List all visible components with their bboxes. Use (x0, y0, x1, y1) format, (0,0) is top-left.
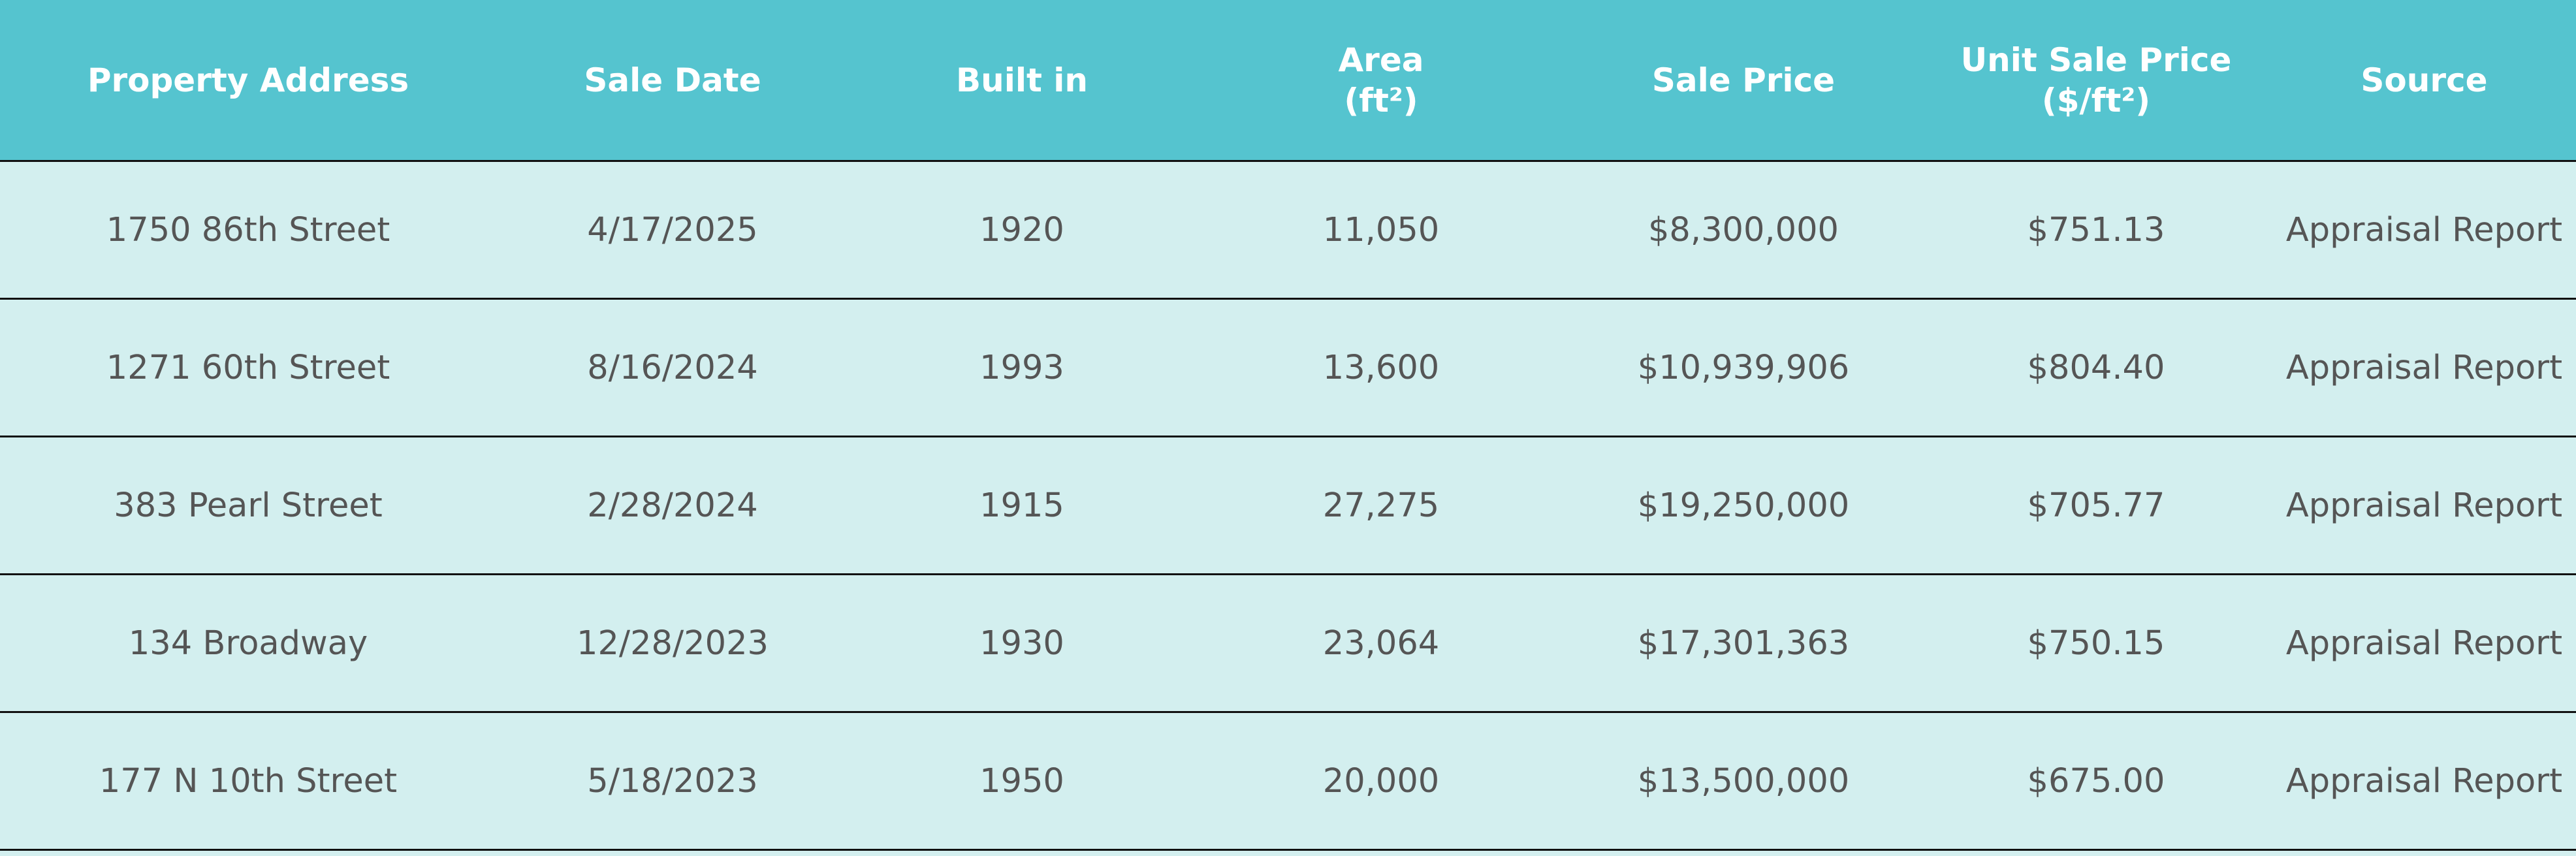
table-row: 134 Broadway 12/28/2023 1930 23,064 $17,… (0, 575, 2576, 713)
header-label: Source (2361, 61, 2488, 99)
header-source: Source (2272, 60, 2576, 101)
table-row: 1271 60th Street 8/16/2024 1993 13,600 $… (0, 300, 2576, 437)
cell-area: 13,600 (1322, 348, 1440, 387)
cell-built-in: 1930 (979, 624, 1064, 663)
cell-source: Appraisal Report (2285, 210, 2563, 249)
table-header-row: Property Address Sale Date Built in Area… (0, 0, 2576, 162)
cell-property-address: 177 N 10th Street (99, 761, 398, 801)
cell-sale-date: 12/28/2023 (577, 624, 769, 663)
header-label: Property Address (87, 61, 409, 99)
header-area: Area (ft²) (1195, 40, 1567, 121)
cell-sale-price: $13,500,000 (1637, 761, 1850, 801)
cell-built-in: 1915 (979, 486, 1064, 525)
cell-area: 20,000 (1322, 761, 1440, 801)
cell-built-in: 1920 (979, 210, 1064, 249)
header-unit-sale-price: Unit Sale Price ($/ft²) (1920, 40, 2272, 121)
cell-sale-price: $17,301,363 (1637, 624, 1850, 663)
cell-built-in: 1993 (979, 348, 1064, 387)
cell-area: 23,064 (1322, 624, 1440, 663)
cell-source: Appraisal Report (2285, 761, 2563, 801)
cell-sale-date: 8/16/2024 (587, 348, 758, 387)
cell-source: Appraisal Report (2285, 486, 2563, 525)
table-row: 1750 86th Street 4/17/2025 1920 11,050 $… (0, 162, 2576, 300)
header-sale-price: Sale Price (1567, 60, 1920, 101)
header-label: Sale Date (584, 61, 761, 99)
header-label: Area (1338, 40, 1424, 79)
cell-property-address: 383 Pearl Street (114, 486, 383, 525)
cell-property-address: 134 Broadway (128, 624, 368, 663)
cell-area: 27,275 (1322, 486, 1440, 525)
cell-source: Appraisal Report (2285, 348, 2563, 387)
cell-sale-price: $10,939,906 (1637, 348, 1850, 387)
cell-property-address: 1750 86th Street (106, 210, 390, 249)
cell-property-address: 1271 60th Street (106, 348, 390, 387)
cell-sale-date: 5/18/2023 (587, 761, 758, 801)
header-unit: (ft²) (1344, 81, 1418, 119)
cell-unit-sale-price: $705.77 (2027, 486, 2165, 525)
cell-sale-date: 4/17/2025 (587, 210, 758, 249)
table-row: 177 N 10th Street 5/18/2023 1950 20,000 … (0, 713, 2576, 851)
header-unit: ($/ft²) (2041, 81, 2151, 119)
header-label: Unit Sale Price (1960, 40, 2232, 79)
cell-unit-sale-price: $751.13 (2027, 210, 2165, 249)
header-label: Sale Price (1651, 61, 1836, 99)
header-property-address: Property Address (0, 60, 496, 101)
cell-built-in: 1950 (979, 761, 1064, 801)
cell-unit-sale-price: $804.40 (2027, 348, 2165, 387)
table-row: 383 Pearl Street 2/28/2024 1915 27,275 $… (0, 437, 2576, 575)
header-built-in: Built in (849, 60, 1195, 101)
cell-unit-sale-price: $750.15 (2027, 624, 2165, 663)
cell-sale-price: $19,250,000 (1637, 486, 1850, 525)
cell-area: 11,050 (1322, 210, 1440, 249)
cell-unit-sale-price: $675.00 (2027, 761, 2165, 801)
header-sale-date: Sale Date (496, 60, 849, 101)
cell-sale-date: 2/28/2024 (587, 486, 758, 525)
cell-source: Appraisal Report (2285, 624, 2563, 663)
cell-sale-price: $8,300,000 (1647, 210, 1839, 249)
header-label: Built in (955, 61, 1089, 99)
